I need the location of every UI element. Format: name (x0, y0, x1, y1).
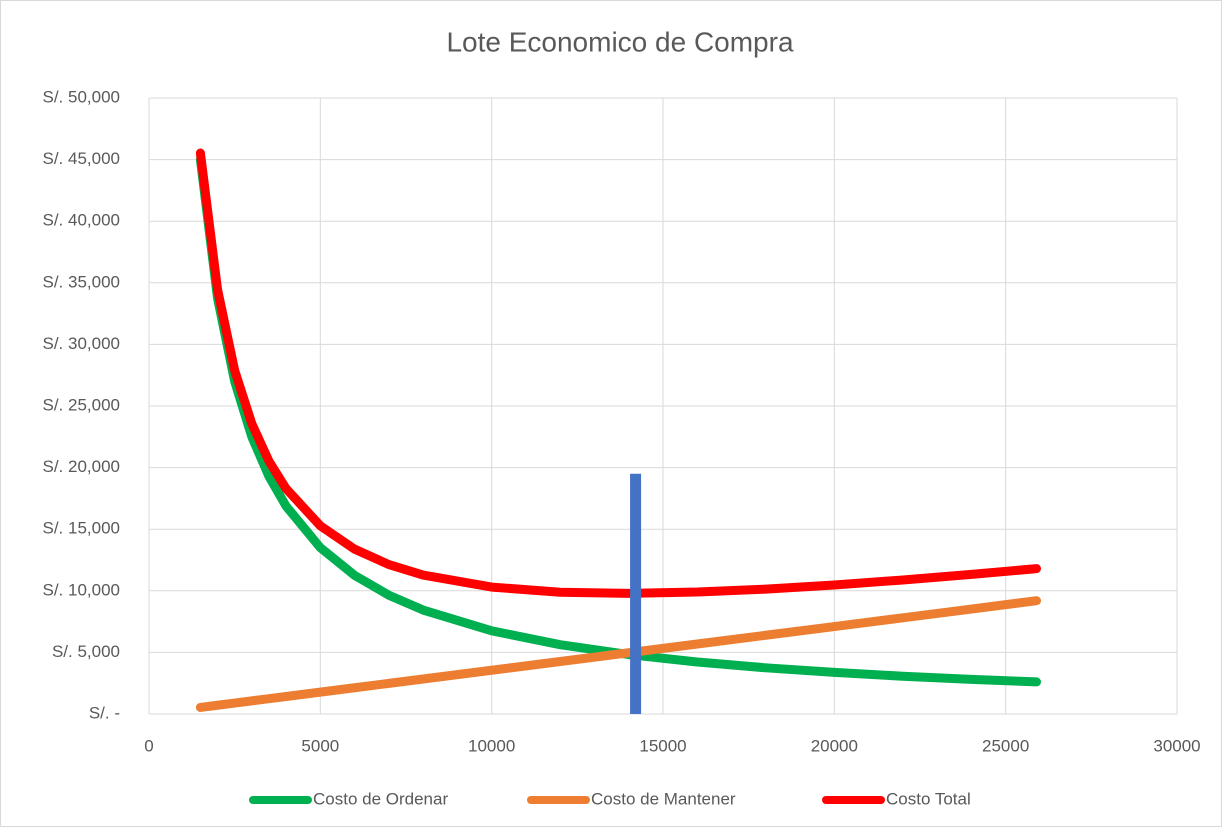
x-tick-label: 30000 (1153, 736, 1200, 755)
y-tick-label: S/. 5,000 (52, 642, 120, 661)
y-tick-label: S/. 20,000 (42, 457, 120, 476)
y-tick-label: S/. 10,000 (42, 580, 120, 599)
chart-title: Lote Economico de Compra (446, 26, 794, 57)
y-tick-label: S/. 35,000 (42, 272, 120, 291)
legend-label: Costo Total (886, 789, 971, 808)
y-tick-label: S/. 25,000 (42, 395, 120, 414)
y-tick-label: S/. 50,000 (42, 87, 120, 106)
y-tick-label: S/. - (89, 703, 120, 722)
x-tick-label: 5000 (301, 736, 339, 755)
y-tick-label: S/. 30,000 (42, 334, 120, 353)
x-tick-label: 10000 (468, 736, 515, 755)
y-tick-label: S/. 45,000 (42, 149, 120, 168)
y-tick-label: S/. 15,000 (42, 519, 120, 538)
series-line (195, 596, 1042, 712)
legend-label: Costo de Mantener (591, 789, 736, 808)
x-tick-label: 15000 (639, 736, 686, 755)
x-tick-label: 25000 (982, 736, 1029, 755)
y-tick-label: S/. 40,000 (42, 211, 120, 230)
x-tick-label: 20000 (811, 736, 858, 755)
series-line (195, 155, 1042, 687)
x-tick-label: 0 (144, 736, 153, 755)
legend-label: Costo de Ordenar (313, 789, 448, 808)
series-line (195, 148, 1042, 598)
